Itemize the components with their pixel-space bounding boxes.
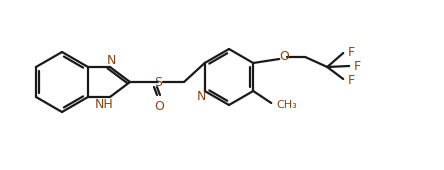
Text: F: F — [354, 59, 361, 72]
Text: O: O — [279, 50, 289, 64]
Text: NH: NH — [95, 98, 113, 111]
Text: N: N — [106, 54, 116, 66]
Text: N: N — [197, 90, 206, 104]
Text: CH₃: CH₃ — [276, 100, 297, 110]
Text: S: S — [154, 75, 162, 89]
Text: F: F — [348, 46, 355, 58]
Text: F: F — [348, 73, 355, 87]
Text: O: O — [154, 99, 164, 113]
